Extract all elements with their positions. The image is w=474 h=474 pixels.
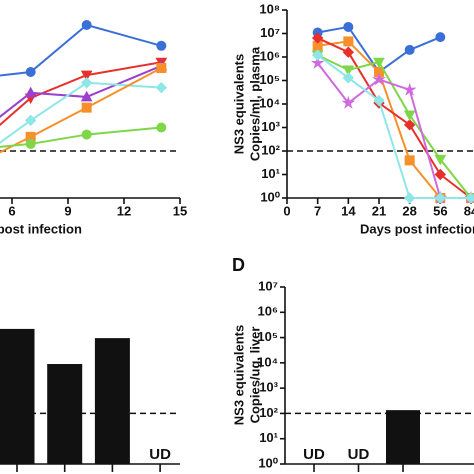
series-line	[0, 23, 162, 77]
marker	[372, 72, 386, 86]
x-tick-label: 6	[8, 203, 15, 218]
marker	[155, 81, 168, 94]
marker	[156, 122, 167, 133]
y-axis-title: Copies/ug, liver	[247, 327, 262, 424]
marker	[156, 63, 167, 74]
x-tick-label: 56	[433, 203, 447, 218]
x-tick-label: 0	[283, 203, 290, 218]
marker	[434, 154, 447, 166]
marker	[80, 90, 93, 102]
marker	[311, 49, 324, 61]
marker	[25, 66, 36, 77]
y-tick-label: 10⁷	[258, 278, 278, 293]
x-tick-label: 7	[314, 203, 321, 218]
marker	[403, 110, 416, 122]
y-tick-label: 10²	[259, 405, 278, 420]
marker	[373, 94, 385, 107]
marker	[342, 65, 355, 77]
marker	[81, 129, 92, 140]
value-label: UD	[149, 446, 171, 463]
marker	[81, 102, 92, 113]
x-axis-title: Days post infection	[0, 221, 82, 236]
marker	[434, 168, 447, 181]
bar	[94, 338, 130, 464]
series-line	[0, 67, 162, 154]
marker	[404, 155, 415, 166]
series-line	[0, 81, 162, 144]
series-line	[317, 37, 472, 199]
panel-label: D	[232, 255, 245, 275]
series-line	[317, 54, 472, 199]
value-label: UD	[348, 446, 370, 463]
x-axis-title: Days post infection	[360, 221, 474, 236]
marker	[80, 70, 93, 82]
y-tick-label: 10⁴	[259, 95, 280, 110]
bar	[0, 328, 35, 464]
series-line	[0, 126, 162, 148]
y-axis-title: NS3 equivalents	[231, 325, 246, 425]
series-line	[317, 40, 471, 199]
y-tick-label: 10³	[259, 380, 278, 395]
y-tick-label: 10⁸	[259, 1, 280, 16]
y-tick-label: 10³	[261, 119, 280, 134]
y-tick-label: 10⁶	[260, 48, 280, 63]
series-line	[0, 61, 162, 127]
value-label: UD	[303, 446, 325, 463]
x-tick-label: 15	[173, 203, 187, 218]
marker	[311, 32, 324, 44]
y-tick-label: 10¹	[259, 430, 278, 445]
x-tick-label: 9	[64, 203, 71, 218]
marker	[403, 119, 416, 131]
series-line	[316, 62, 471, 199]
marker	[404, 44, 415, 55]
x-tick-label: 84	[464, 203, 474, 218]
marker	[342, 46, 355, 58]
marker	[402, 82, 417, 96]
marker	[343, 21, 354, 32]
bar	[47, 364, 83, 464]
marker	[373, 57, 385, 69]
y-axis-title: NS3 equivalents	[231, 54, 246, 154]
marker	[403, 192, 416, 204]
x-tick-label: 28	[402, 203, 416, 218]
series-line	[317, 54, 471, 199]
marker	[24, 86, 37, 98]
marker	[80, 77, 93, 89]
x-tick-label: 12	[117, 203, 131, 218]
marker	[25, 138, 36, 149]
marker	[343, 36, 354, 47]
bar	[386, 410, 420, 464]
marker	[310, 55, 325, 69]
y-tick-label: 10⁰	[260, 189, 280, 204]
marker	[156, 40, 167, 51]
x-tick-label: 21	[372, 203, 386, 218]
y-tick-label: 10⁴	[257, 354, 278, 369]
marker	[434, 192, 447, 204]
y-axis-title: Copies/ml, plasma	[247, 46, 262, 161]
series-line	[0, 64, 162, 118]
y-tick-label: 10⁰	[258, 455, 278, 470]
y-tick-label: 10⁵	[259, 72, 280, 87]
marker	[435, 32, 446, 43]
y-tick-label: 10⁶	[258, 304, 278, 319]
marker	[81, 19, 92, 30]
marker	[465, 192, 474, 204]
y-tick-label: 10²	[261, 142, 280, 157]
marker	[342, 72, 355, 84]
x-tick-label: 14	[341, 203, 356, 218]
marker	[341, 95, 356, 109]
y-tick-label: 10⁷	[260, 25, 280, 40]
marker	[24, 114, 37, 127]
y-tick-label: 10⁵	[257, 329, 278, 344]
y-tick-label: 10¹	[261, 166, 280, 181]
